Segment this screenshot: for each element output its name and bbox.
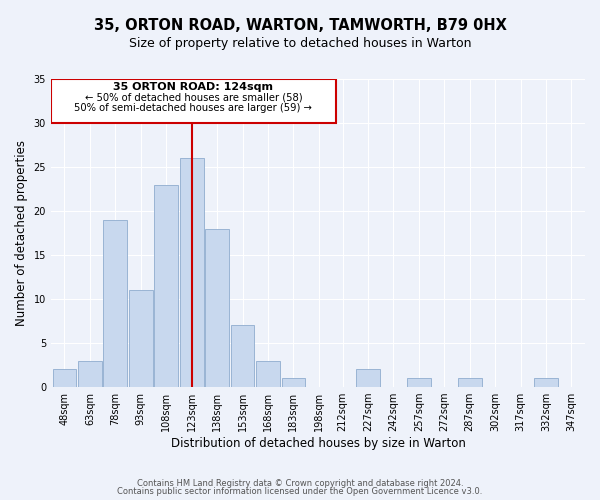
Y-axis label: Number of detached properties: Number of detached properties bbox=[15, 140, 28, 326]
Text: ← 50% of detached houses are smaller (58): ← 50% of detached houses are smaller (58… bbox=[85, 92, 302, 102]
Bar bbox=[256, 360, 280, 387]
Bar bbox=[458, 378, 482, 387]
Bar bbox=[78, 360, 102, 387]
Bar bbox=[534, 378, 558, 387]
X-axis label: Distribution of detached houses by size in Warton: Distribution of detached houses by size … bbox=[170, 437, 466, 450]
Bar bbox=[154, 184, 178, 387]
Text: 50% of semi-detached houses are larger (59) →: 50% of semi-detached houses are larger (… bbox=[74, 103, 312, 113]
Bar bbox=[356, 370, 380, 387]
Bar bbox=[53, 370, 76, 387]
Bar bbox=[205, 228, 229, 387]
Bar bbox=[180, 158, 203, 387]
Bar bbox=[281, 378, 305, 387]
Bar bbox=[51, 79, 336, 123]
Text: Contains HM Land Registry data © Crown copyright and database right 2024.: Contains HM Land Registry data © Crown c… bbox=[137, 478, 463, 488]
Bar bbox=[129, 290, 152, 387]
Text: 35, ORTON ROAD, WARTON, TAMWORTH, B79 0HX: 35, ORTON ROAD, WARTON, TAMWORTH, B79 0H… bbox=[94, 18, 506, 32]
Bar bbox=[103, 220, 127, 387]
Bar bbox=[407, 378, 431, 387]
Text: Contains public sector information licensed under the Open Government Licence v3: Contains public sector information licen… bbox=[118, 487, 482, 496]
Text: Size of property relative to detached houses in Warton: Size of property relative to detached ho… bbox=[129, 38, 471, 51]
Text: 35 ORTON ROAD: 124sqm: 35 ORTON ROAD: 124sqm bbox=[113, 82, 274, 92]
Bar bbox=[230, 326, 254, 387]
